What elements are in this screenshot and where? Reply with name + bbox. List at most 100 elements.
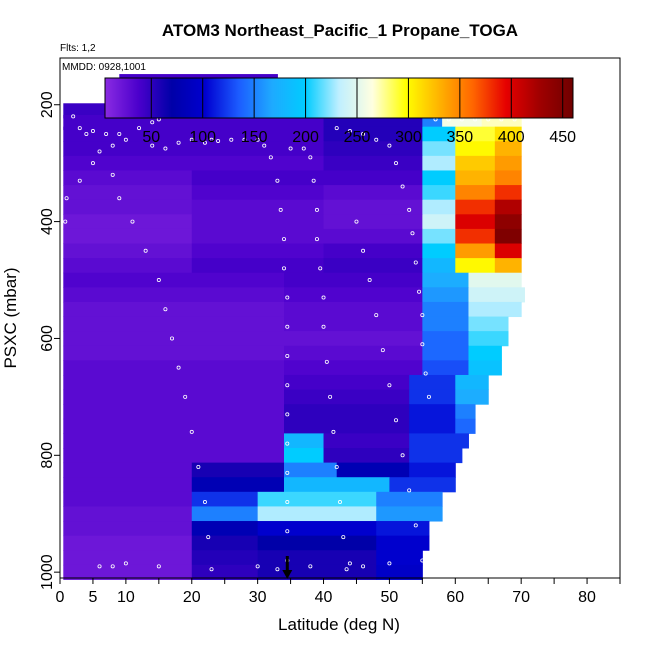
heatmap-row (63, 141, 522, 157)
flight-track-point (97, 564, 102, 569)
heatmap-cell (191, 564, 259, 580)
flight-track-point (110, 143, 115, 148)
marker-head (282, 570, 293, 579)
heatmap-cell (409, 418, 456, 434)
flight-track-point (255, 137, 260, 142)
heatmap-cell (455, 126, 496, 142)
heatmap-cell (191, 170, 325, 186)
flight-track-point (275, 567, 280, 572)
heatmap-row (63, 185, 522, 201)
flight-track-point (285, 470, 290, 475)
heatmap-cell (468, 331, 509, 347)
heatmap-cell (63, 360, 285, 376)
x-tick-label: 80 (578, 589, 596, 606)
heatmap-cell (376, 521, 430, 537)
flight-track-point (400, 453, 405, 458)
heatmap-cell (63, 345, 285, 361)
flight-track-point (123, 137, 128, 142)
heatmap-cell (257, 550, 377, 566)
flight-track-point (321, 324, 326, 329)
heatmap-cell (284, 462, 338, 478)
flight-track-point (117, 131, 122, 136)
heatmap-cell (409, 389, 456, 405)
heatmap-cell (455, 258, 496, 274)
flight-track-point (347, 561, 352, 566)
flight-track-point (285, 324, 290, 329)
flight-track-point (137, 126, 142, 131)
heatmap-cell (63, 155, 325, 171)
y-axis-label: PSXC (mbar) (1, 267, 20, 368)
latitude-marker-arrow (282, 556, 293, 579)
heatmap-cell (323, 228, 423, 245)
heatmap-cell (455, 155, 496, 171)
heatmap-row (63, 301, 522, 318)
heatmap-cell (63, 199, 193, 215)
flight-track-point (374, 137, 379, 142)
flight-track-point (229, 137, 234, 142)
heatmap-cell (409, 433, 469, 449)
heatmap-cell (455, 389, 489, 405)
heatmap-cell (468, 301, 522, 318)
heatmap-row (63, 170, 522, 186)
heatmap-cell (323, 170, 423, 186)
heatmap-row (63, 491, 443, 507)
heatmap-cell (422, 243, 456, 259)
heatmap-row (63, 535, 430, 551)
x-tick-label: 70 (512, 589, 530, 606)
flight-track-point (374, 313, 379, 318)
flight-track-point (288, 146, 293, 151)
heatmap-cell (284, 331, 423, 347)
heatmap-row (63, 345, 502, 361)
heatmap-cell (63, 550, 193, 566)
heatmap-cell (376, 506, 443, 522)
heatmap-cell (455, 228, 496, 245)
heatmap-row (63, 331, 509, 347)
heatmap-cell (422, 316, 469, 332)
flight-track-point (420, 313, 425, 318)
heatmap-cell (284, 477, 390, 493)
heatmap-cell (63, 301, 285, 318)
flight-track-point (341, 535, 346, 540)
heatmap-cell (323, 258, 423, 274)
heatmap-cell (191, 228, 325, 245)
heatmap-cell (455, 185, 496, 201)
heatmap-cell (422, 126, 456, 142)
heatmap-row (63, 258, 522, 274)
heatmap-cell (455, 141, 496, 157)
flight-track-point (176, 140, 181, 145)
heatmap-cell (257, 521, 377, 537)
heatmap-cell (494, 243, 522, 259)
heatmap-row (63, 214, 522, 230)
flight-track-point (242, 137, 247, 142)
heatmap-cell (191, 521, 259, 537)
heatmap-cell (191, 462, 285, 478)
heatmap-cell (376, 491, 443, 507)
colorbar-ticks: 50 100 150 200 250 300 350 400 450 (142, 78, 576, 146)
heatmap-cell (455, 404, 476, 420)
heatmap-cell (494, 126, 522, 142)
flight-track-point (209, 137, 214, 142)
heatmap-cell (468, 287, 525, 303)
flight-track-point (163, 307, 168, 312)
flight-track-point (77, 126, 82, 131)
heatmap-cell (63, 316, 285, 332)
heatmap-row (63, 199, 522, 215)
y-axis: 200 400 600 800 1000 (39, 91, 60, 590)
heatmap-cell (323, 243, 423, 259)
flight-track-point (202, 500, 207, 505)
heatmap-cell (494, 155, 522, 171)
heatmap-cell (422, 331, 469, 347)
flight-track-point (281, 237, 286, 242)
flights-label: Flts: 1,2 (60, 43, 96, 54)
heatmap-cell (63, 214, 193, 230)
heatmap-cell (63, 389, 285, 405)
heatmap-cell (257, 506, 377, 522)
heatmap-cell (63, 243, 193, 259)
flight-track-point (97, 149, 102, 154)
flight-track-point (417, 289, 422, 294)
plot-frame (59, 57, 621, 579)
flight-track-point (110, 172, 115, 177)
heatmap-cell (422, 214, 456, 230)
flight-track-point (407, 207, 412, 212)
